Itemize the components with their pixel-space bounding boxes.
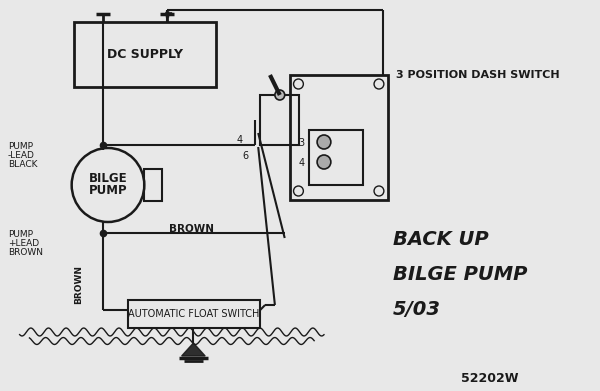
Polygon shape xyxy=(182,343,205,356)
Circle shape xyxy=(317,135,331,149)
Bar xyxy=(128,300,260,328)
Text: 3: 3 xyxy=(298,138,304,148)
Circle shape xyxy=(374,186,384,196)
Text: +LEAD: +LEAD xyxy=(8,239,39,248)
Text: -: - xyxy=(99,8,103,18)
Bar xyxy=(309,130,363,185)
Text: BILGE: BILGE xyxy=(89,172,127,185)
Text: BLACK: BLACK xyxy=(8,160,37,169)
Text: PUMP: PUMP xyxy=(89,185,127,197)
Text: BROWN: BROWN xyxy=(8,248,43,257)
Text: BROWN: BROWN xyxy=(74,265,83,305)
Text: 6: 6 xyxy=(242,151,248,161)
Circle shape xyxy=(293,186,304,196)
Text: +: + xyxy=(164,8,173,18)
Text: -LEAD: -LEAD xyxy=(8,151,35,160)
Text: BROWN: BROWN xyxy=(169,224,214,234)
Text: DC SUPPLY: DC SUPPLY xyxy=(107,48,183,61)
Circle shape xyxy=(317,155,331,169)
Text: BILGE PUMP: BILGE PUMP xyxy=(392,265,527,284)
Text: 3 POSITION DASH SWITCH: 3 POSITION DASH SWITCH xyxy=(395,70,559,80)
Circle shape xyxy=(374,79,384,89)
Circle shape xyxy=(275,90,285,100)
Bar xyxy=(290,75,388,200)
Bar xyxy=(145,169,162,201)
Bar xyxy=(74,22,216,87)
Text: 52202W: 52202W xyxy=(461,372,519,385)
Text: 4: 4 xyxy=(298,158,304,168)
Circle shape xyxy=(293,79,304,89)
Text: AUTOMATIC FLOAT SWITCH: AUTOMATIC FLOAT SWITCH xyxy=(128,309,260,319)
Text: BACK UP: BACK UP xyxy=(392,230,488,249)
Text: 5/03: 5/03 xyxy=(392,300,440,319)
Bar xyxy=(260,95,299,145)
Text: PUMP: PUMP xyxy=(8,142,33,151)
Text: 4: 4 xyxy=(236,135,243,145)
Text: PUMP: PUMP xyxy=(8,230,33,239)
Circle shape xyxy=(71,148,145,222)
